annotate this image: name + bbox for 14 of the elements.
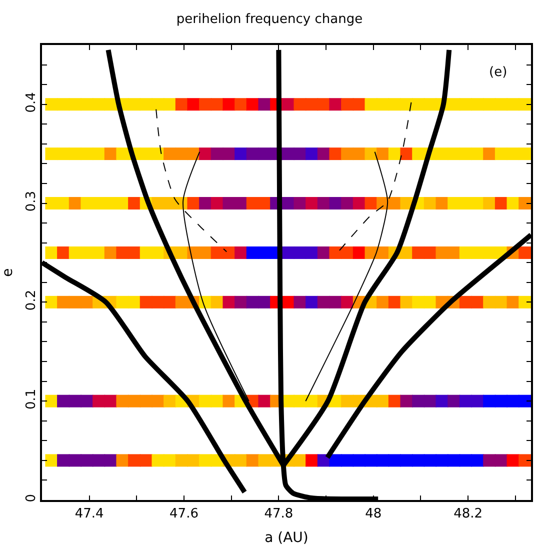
annotation: (e)	[489, 65, 508, 80]
x-tick-label: 48.2	[454, 506, 483, 522]
y-tick-label: 0.1	[24, 388, 40, 410]
x-tick-label: 47.6	[170, 506, 198, 522]
x-tick-label: 48	[365, 506, 382, 522]
y-tick-label: 0	[24, 494, 40, 502]
chart-title: perihelion frequency change	[176, 12, 363, 27]
y-tick-label: 0.4	[24, 92, 40, 113]
y-axis-title: e	[0, 268, 16, 277]
x-axis-title: a (AU)	[264, 530, 308, 546]
y-tick-label: 0.2	[24, 290, 40, 311]
x-tick-label: 47.8	[264, 506, 294, 522]
y-tick-label: 0.3	[24, 190, 40, 212]
x-tick-label: 47.4	[74, 506, 104, 522]
